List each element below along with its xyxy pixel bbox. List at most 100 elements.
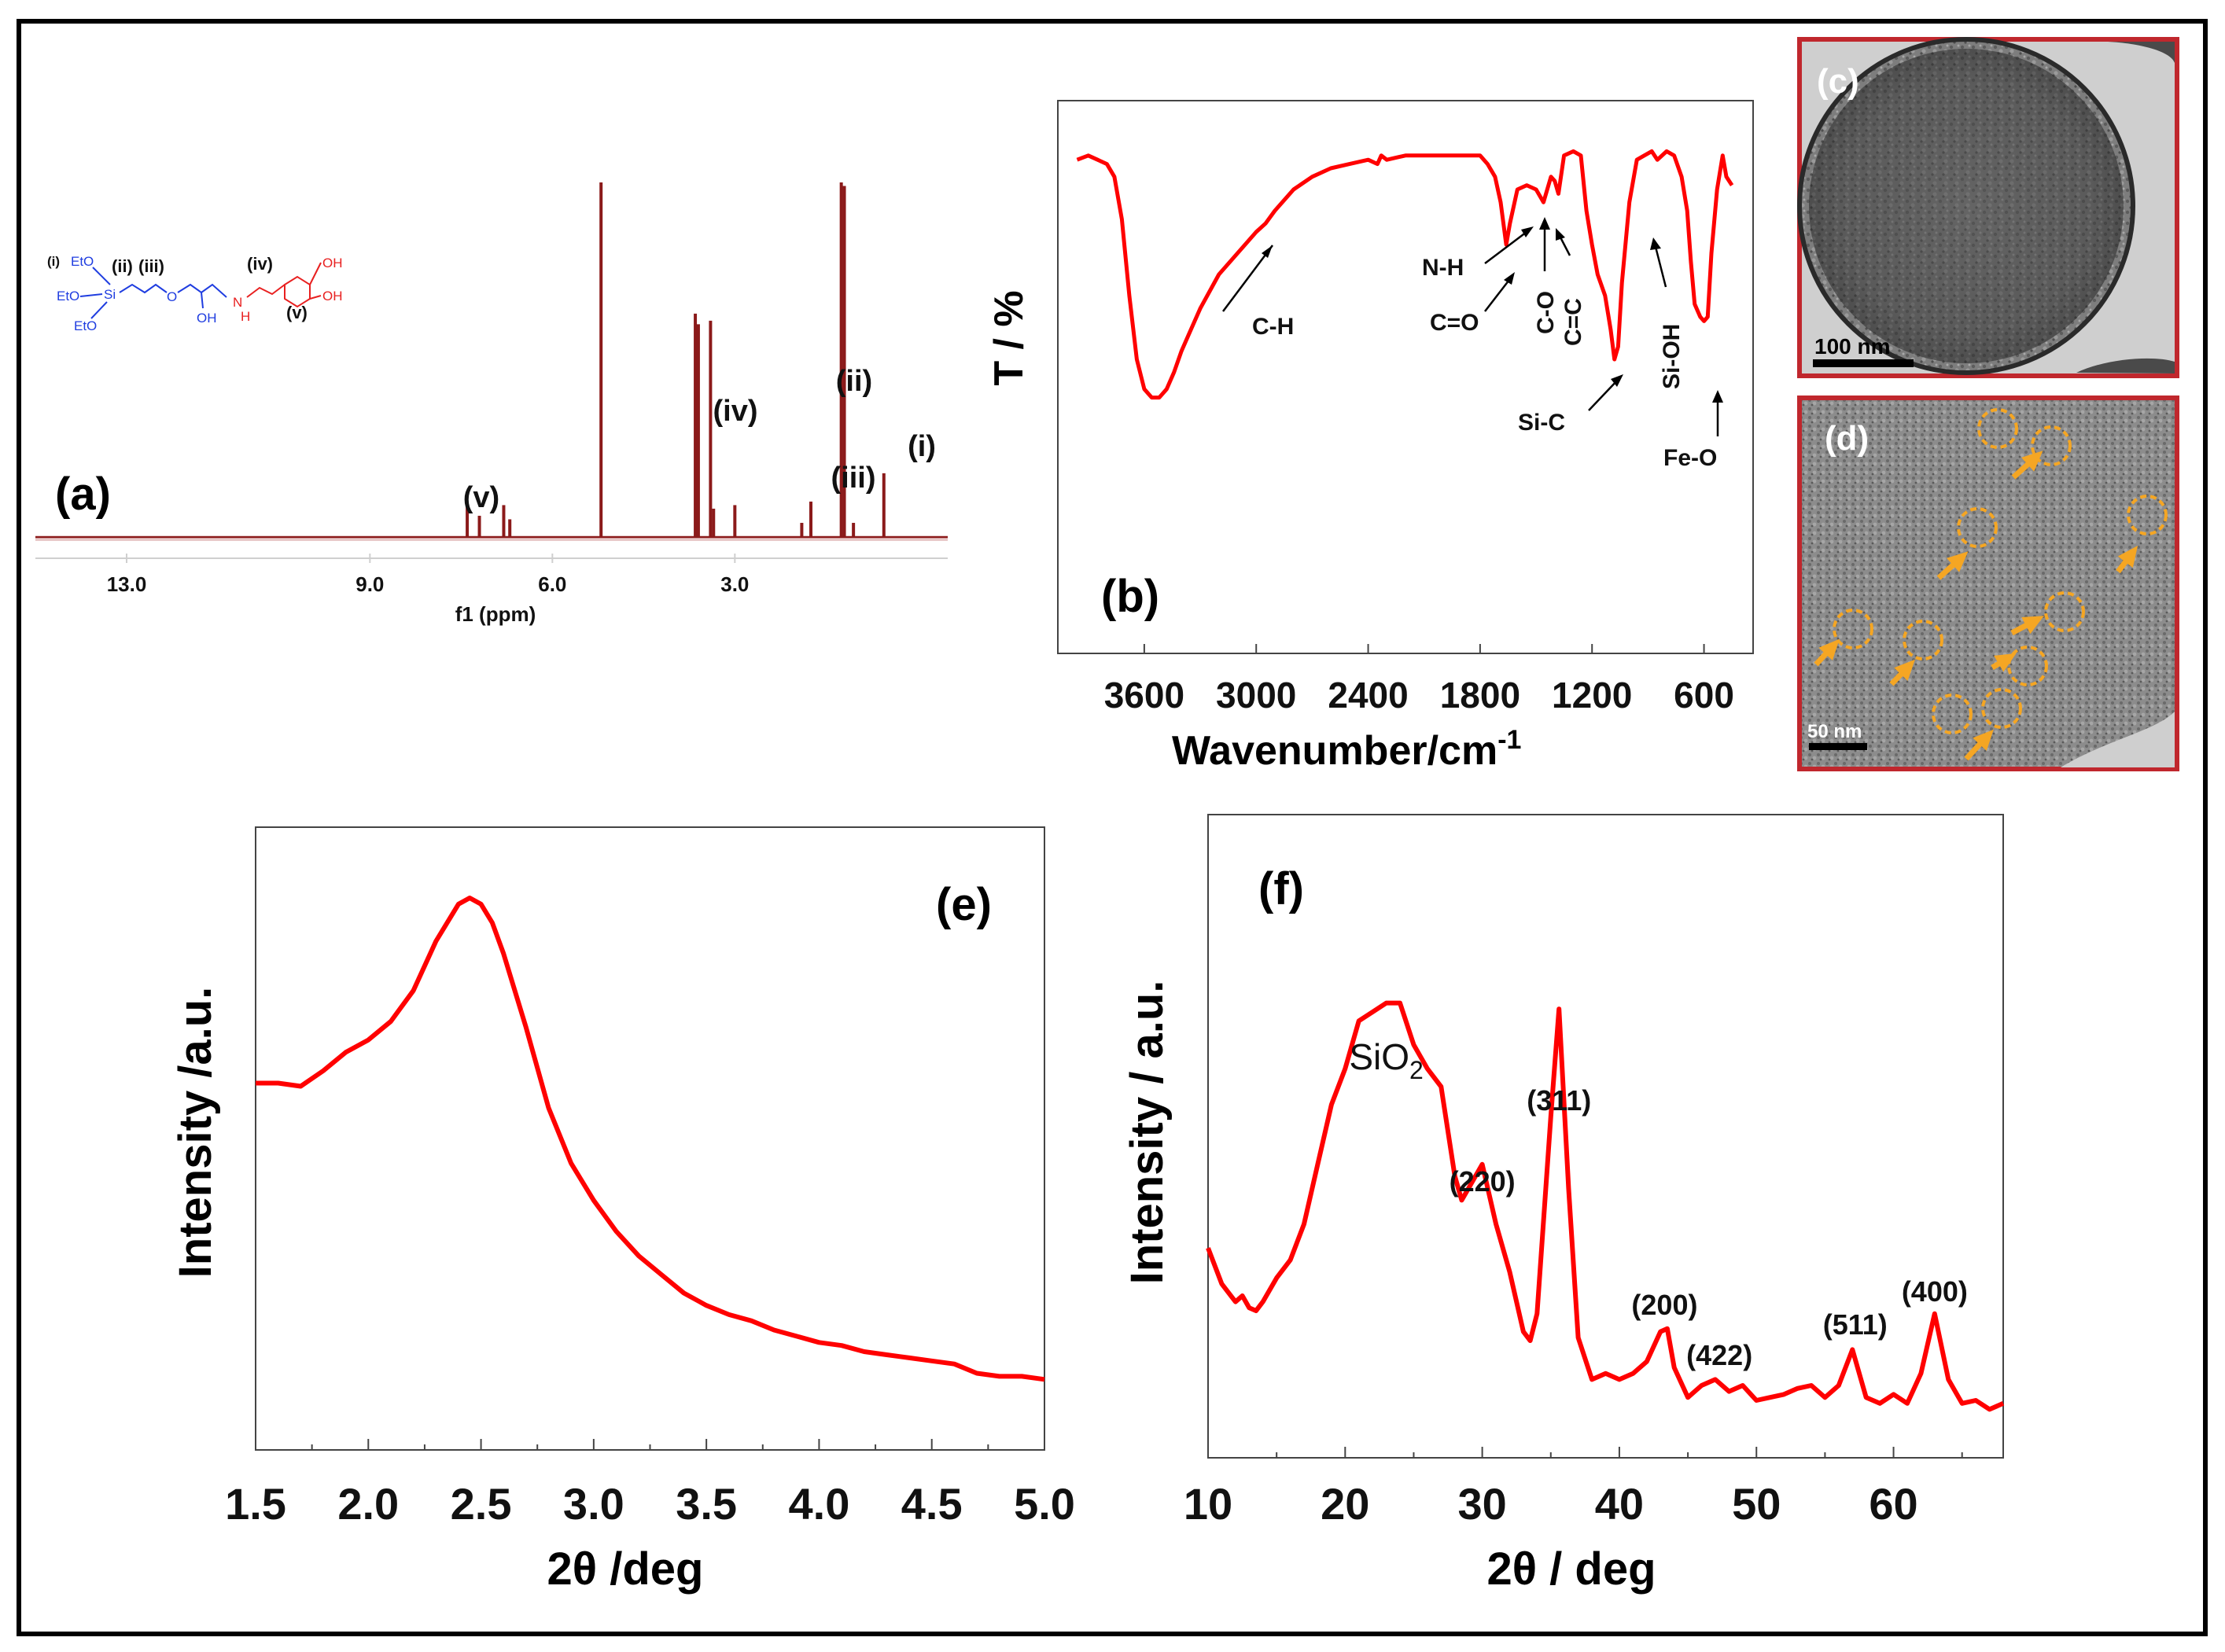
nmr-x-axis: 13.0 9.0 6.0 3.0 — [35, 554, 948, 596]
panel-f-xrd: 10 20 30 40 50 60 SiO2 (220) (311) (200) (422) (51… — [1122, 814, 2005, 1595]
saxs-tick-label: 3.5 — [676, 1479, 737, 1529]
xrd-tick-label: 20 — [1321, 1479, 1369, 1529]
marker-arrowhead — [1994, 653, 2017, 672]
marker-circle — [2007, 646, 2048, 686]
marker-circle — [2127, 495, 2168, 535]
ftir-annotation: C=O — [1430, 310, 1479, 336]
nmr-peak-label: (v) — [463, 481, 499, 514]
scale-bar-label: 100 nm — [1814, 334, 1891, 359]
panel-e-saxs: 1.5 2.0 2.5 3.0 3.5 4.0 4.5 5.0 Intensity /a.u.… — [170, 826, 1075, 1595]
saxs-tick-label: 5.0 — [1014, 1479, 1075, 1529]
chemical-structure: (i) EtO EtO EtO Si (ii) (iii) O OH N H (… — [47, 254, 343, 333]
marker-arrowhead — [1818, 638, 1840, 660]
marker-arrowhead — [2117, 546, 2138, 568]
ftir-x-title-main: Wavenumber/cm — [1172, 728, 1497, 774]
marker-circle — [1957, 507, 1998, 548]
marker-arrowhead — [1973, 729, 1994, 751]
ftir-tick-label: 3000 — [1216, 675, 1296, 716]
struct-label: OH — [322, 289, 343, 304]
saxs-series-line — [256, 896, 1045, 1382]
struct-label: OH — [322, 256, 343, 270]
tem-d-frame — [1797, 396, 2179, 771]
ftir-arrowhead — [1262, 245, 1273, 258]
ftir-annotation: N-H — [1422, 255, 1464, 281]
xrd-peak-label: (511) — [1823, 1308, 1888, 1341]
xrd-tick-label: 40 — [1595, 1479, 1644, 1529]
saxs-plot — [256, 896, 1045, 1382]
xrd-peak-label: (400) — [1902, 1275, 1968, 1308]
struct-label: Si — [104, 287, 116, 302]
ftir-annotation: C-H — [1252, 314, 1294, 340]
nmr-peak-label: (ii) — [836, 365, 872, 398]
marker-circle — [2044, 591, 2085, 632]
nmr-peak-label: (iii) — [831, 462, 876, 495]
xrd-series-line — [1206, 1000, 2005, 1412]
xrd-frame — [1207, 814, 2004, 1459]
xrd-tick-label: 10 — [1184, 1479, 1232, 1529]
scale-bar — [1809, 743, 1867, 750]
ftir-frame — [1057, 100, 1754, 654]
nmr-peak-label: (iv) — [713, 395, 758, 428]
figure-border — [17, 19, 2208, 1636]
saxs-x-axis: 1.5 2.0 2.5 3.0 3.5 4.0 4.5 5.0 — [225, 1439, 1075, 1529]
xrd-x-axis: 10 20 30 40 50 60 — [1184, 1447, 1963, 1529]
marker-circle — [1981, 688, 2022, 729]
ftir-tick-label: 3600 — [1104, 675, 1184, 716]
nmr-baseline-box — [35, 537, 948, 541]
ftir-tick-label: 1800 — [1440, 675, 1520, 716]
xrd-peak-label: (200) — [1631, 1289, 1697, 1321]
saxs-tick-label: 1.5 — [225, 1479, 286, 1529]
nmr-x-axis-title: f1 (ppm) — [455, 602, 536, 626]
ftir-tick-label: 600 — [1674, 675, 1734, 716]
marker-circle — [2031, 425, 2072, 466]
struct-label: EtO — [57, 289, 79, 304]
xrd-peak-label: (311) — [1527, 1084, 1591, 1117]
panel-letter-c: (c) — [1817, 62, 1859, 101]
struct-label: OH — [197, 311, 217, 326]
ftir-annotation: Si-OH — [1659, 324, 1685, 389]
ftir-series-line — [1076, 149, 1734, 400]
struct-label: O — [167, 289, 177, 304]
ftir-x-title-sup: -1 — [1497, 725, 1521, 755]
struct-label: H — [241, 309, 250, 324]
ftir-x-axis-title: Wavenumber/cm-1 — [1172, 725, 1521, 774]
saxs-y-axis-title: Intensity /a.u. — [170, 987, 221, 1279]
panel-letter-a: (a) — [55, 469, 111, 520]
marker-arrowhead — [2021, 451, 2043, 472]
struct-label: N — [233, 295, 242, 310]
saxs-tick-label: 3.0 — [563, 1479, 624, 1529]
panel-letter-f: (f) — [1258, 863, 1304, 914]
panel-letter-b: (b) — [1101, 571, 1159, 622]
ftir-annotation: Fe-O — [1663, 445, 1717, 471]
struct-label: (iv) — [247, 254, 273, 274]
struct-label: (iii) — [138, 256, 164, 276]
nmr-tick-label: 3.0 — [720, 572, 749, 596]
saxs-tick-label: 4.5 — [901, 1479, 963, 1529]
xrd-peak-label: SiO2 — [1349, 1036, 1423, 1084]
marker-arrowhead — [1894, 659, 1915, 681]
marker-arrowhead — [1947, 551, 1969, 572]
ftir-arrow — [1222, 245, 1273, 312]
saxs-tick-label: 2.5 — [451, 1479, 512, 1529]
xrd-plot — [1206, 1000, 2005, 1412]
panel-c-tem: (c) 100 nm — [1797, 37, 2179, 378]
scale-bar-label: 50 nm — [1807, 721, 1862, 742]
ftir-plot — [1076, 149, 1734, 400]
xrd-tick-label: 50 — [1732, 1479, 1781, 1529]
saxs-tick-label: 2.0 — [337, 1479, 399, 1529]
xrd-annotations: SiO2 (220) (311) (200) (422) (511) (400) — [1349, 1036, 1968, 1371]
saxs-tick-label: 4.0 — [788, 1479, 849, 1529]
xrd-x-axis-title: 2θ / deg — [1486, 1543, 1656, 1595]
saxs-frame — [255, 826, 1045, 1451]
xrd-peak-label: (220) — [1450, 1165, 1516, 1198]
marker-circle — [1932, 694, 1973, 734]
struct-label: (ii) — [112, 256, 133, 276]
xrd-tick-label: 60 — [1869, 1479, 1917, 1529]
xrd-tick-label: 30 — [1457, 1479, 1506, 1529]
ftir-annotation: C=C — [1560, 298, 1586, 346]
marker-circle — [1903, 620, 1943, 660]
nmr-tick-label: 9.0 — [355, 572, 384, 596]
xrd-peak-label: (422) — [1686, 1339, 1752, 1371]
nmr-tick-label: 13.0 — [107, 572, 147, 596]
